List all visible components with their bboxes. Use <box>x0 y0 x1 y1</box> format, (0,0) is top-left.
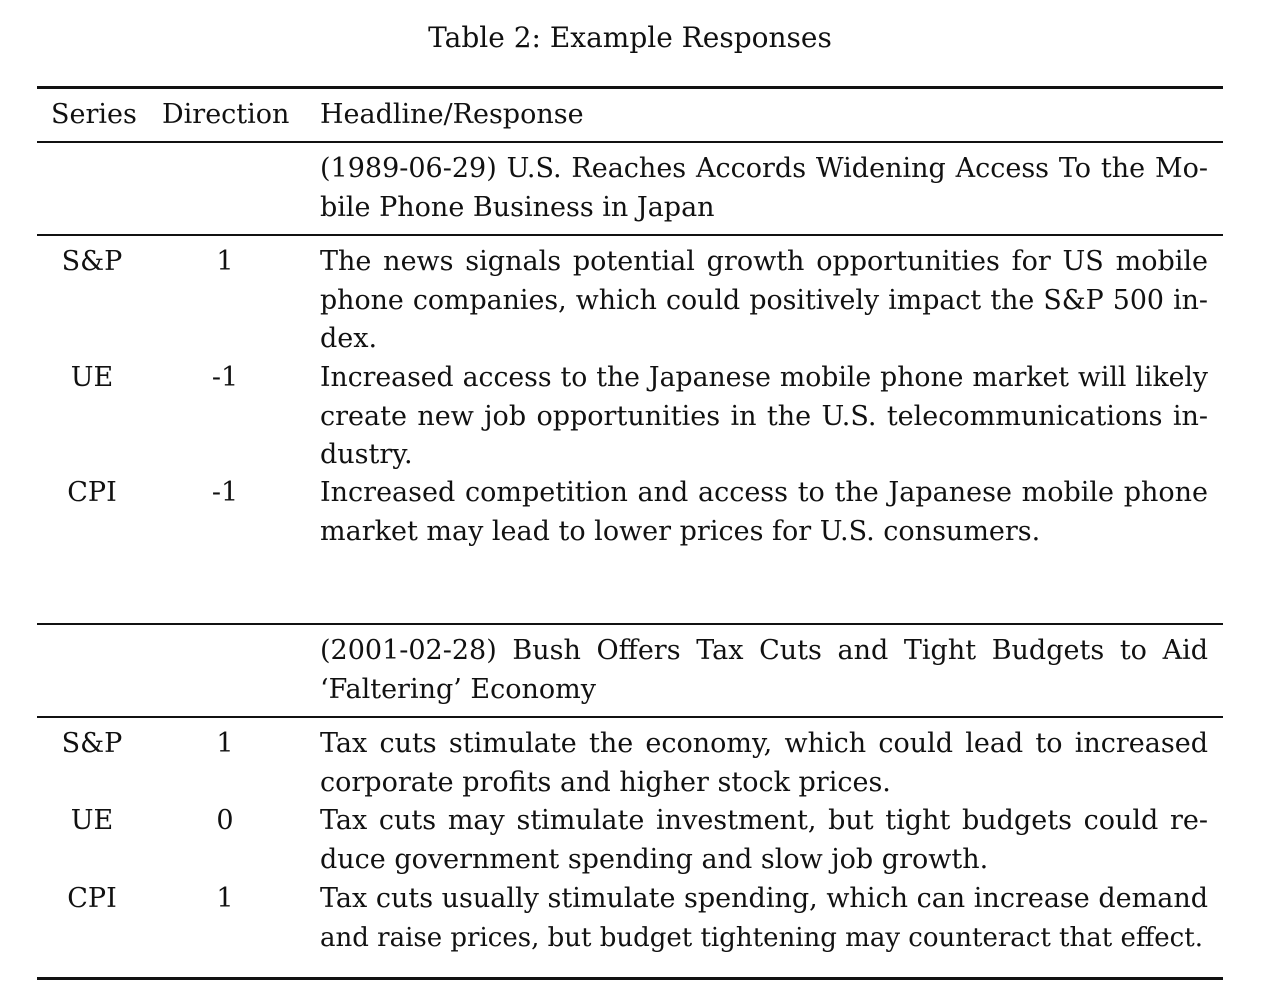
response-line: dex. <box>320 323 378 354</box>
row-direction: 1 <box>216 246 234 277</box>
header-direction: Direction <box>162 99 290 130</box>
headline-2-line: (2001-02-28) Bush Offers Tax Cuts and Ti… <box>320 635 1208 666</box>
row-series: UE <box>70 805 114 836</box>
headline-1: (1989-06-29) U.S. Reaches Accords Wideni… <box>320 150 1208 227</box>
headline-2: (2001-02-28) Bush Offers Tax Cuts and Ti… <box>320 632 1208 709</box>
row-direction: 1 <box>216 728 234 759</box>
response-line: market may lead to lower prices for U.S.… <box>320 515 1041 547</box>
response-line: dustry. <box>320 439 413 470</box>
top-rule <box>37 86 1223 89</box>
row-response: Increased competition and access to the … <box>320 474 1208 551</box>
row-series: CPI <box>67 477 117 508</box>
row-response: Increased access to the Japanese mobile … <box>320 359 1208 475</box>
headline-1-line: (1989-06-29) U.S. Reaches Accords Wideni… <box>320 153 1208 184</box>
row-direction: -1 <box>211 477 239 508</box>
response-line: The news signals potential growth opport… <box>320 246 1208 277</box>
group-2-rule <box>37 716 1223 718</box>
response-line: and raise prices, but budget tightening … <box>320 922 1203 953</box>
response-line: Increased access to the Japanese mobile … <box>320 362 1208 393</box>
row-series: UE <box>70 362 114 393</box>
row-series: S&P <box>61 728 123 759</box>
header-headline: Headline/Response <box>320 99 584 130</box>
table-caption: Table 2: Example Responses <box>428 21 832 54</box>
response-line: phone companies, which could positively … <box>320 284 1208 316</box>
row-series: S&P <box>61 246 123 277</box>
row-response: The news signals potential growth opport… <box>320 243 1208 359</box>
row-response: Tax cuts may stimulate investment, but t… <box>320 802 1208 879</box>
row-direction: 1 <box>216 883 234 914</box>
row-response: Tax cuts usually stimulate spending, whi… <box>320 880 1208 957</box>
bottom-rule <box>37 977 1223 980</box>
headline-2-line: ‘Faltering’ Economy <box>320 673 597 705</box>
row-direction: 0 <box>216 805 234 836</box>
response-line: Tax cuts may stimulate investment, but t… <box>320 805 1208 836</box>
group-separator-rule <box>37 623 1223 625</box>
response-line: Tax cuts stimulate the economy, which co… <box>320 728 1208 759</box>
response-line: Tax cuts usually stimulate spending, whi… <box>320 883 1208 914</box>
response-line: create new job opportunities in the U.S.… <box>320 400 1208 432</box>
response-line: corporate profits and higher stock price… <box>320 766 891 798</box>
group-1-rule <box>37 234 1223 236</box>
header-series: Series <box>51 99 137 130</box>
row-direction: -1 <box>211 362 239 393</box>
response-line: duce government spending and slow job gr… <box>320 843 989 875</box>
header-rule <box>37 141 1223 143</box>
response-line: Increased competition and access to the … <box>320 477 1208 508</box>
row-series: CPI <box>67 883 117 914</box>
row-response: Tax cuts stimulate the economy, which co… <box>320 725 1208 802</box>
headline-1-line: bile Phone Business in Japan <box>320 191 715 223</box>
